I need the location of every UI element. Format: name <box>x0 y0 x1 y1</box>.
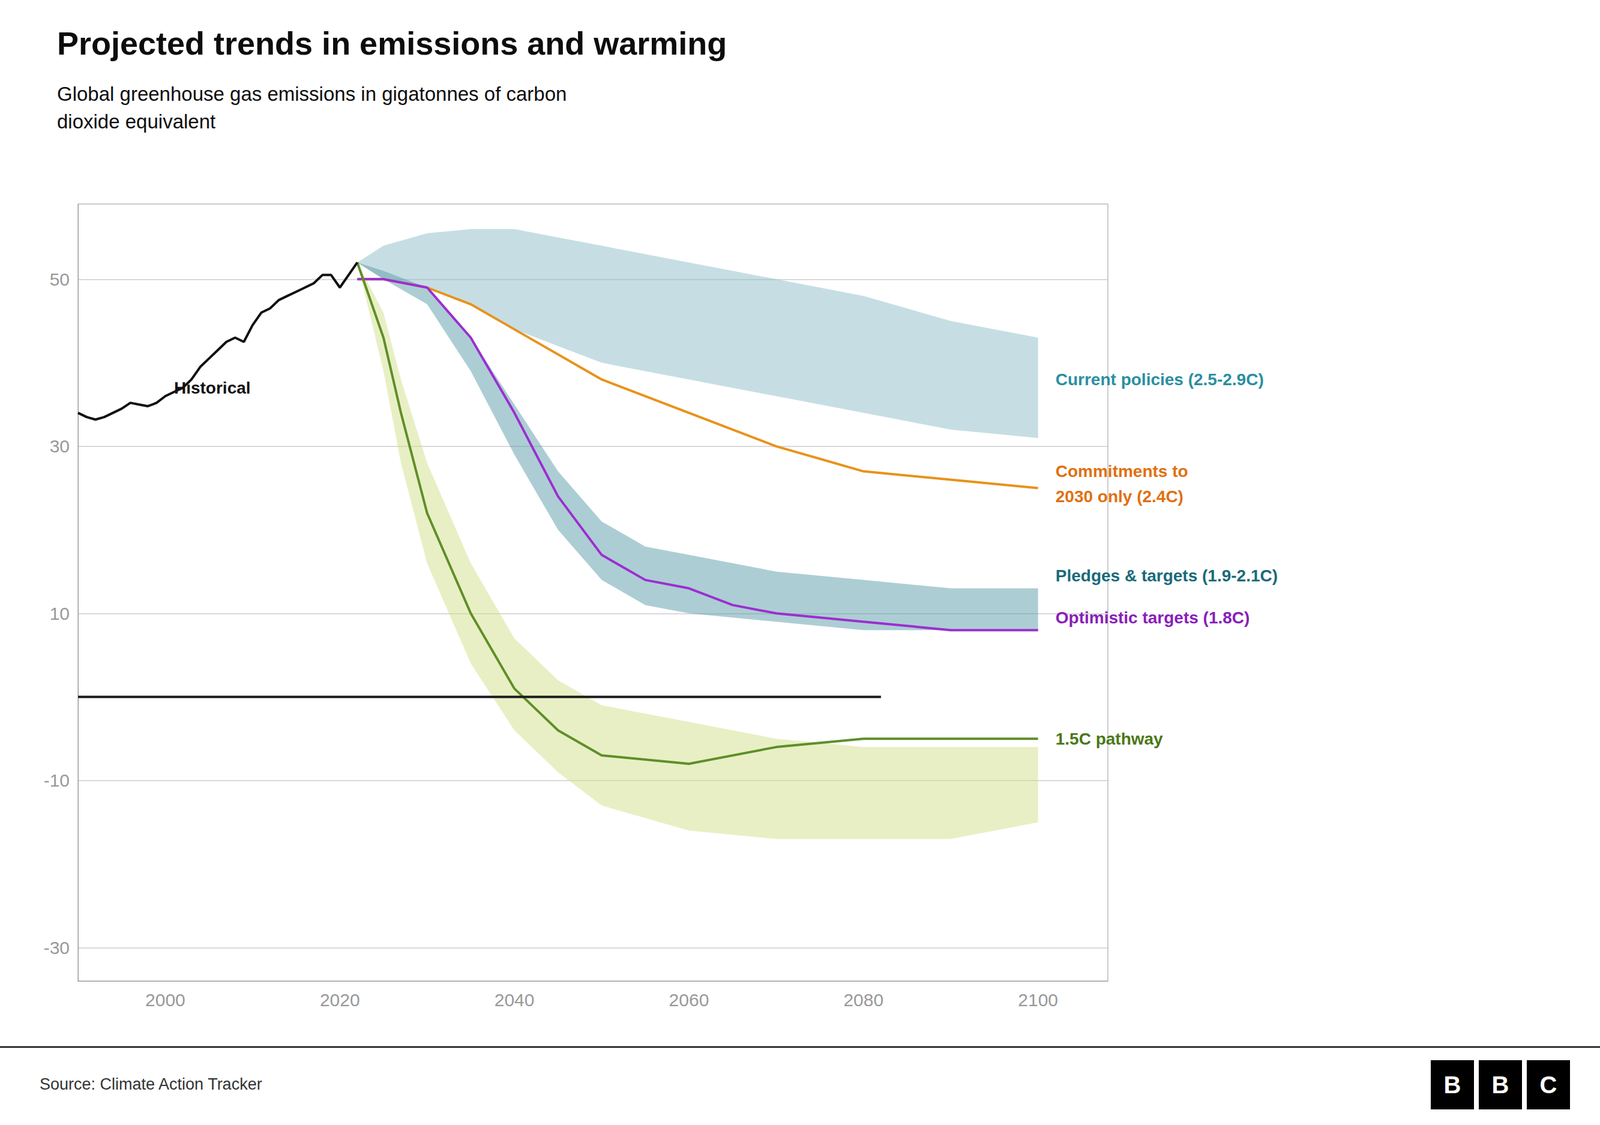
svg-text:10: 10 <box>49 603 70 624</box>
svg-text:2020: 2020 <box>319 990 361 1011</box>
svg-text:Historical: Historical <box>174 378 251 398</box>
svg-text:30: 30 <box>49 436 70 457</box>
svg-text:Current policies (2.5-2.9C): Current policies (2.5-2.9C) <box>1055 370 1264 389</box>
svg-text:-10: -10 <box>43 770 70 791</box>
svg-text:2000: 2000 <box>145 990 186 1011</box>
svg-text:-30: -30 <box>43 938 70 958</box>
svg-text:B: B <box>1491 1071 1510 1099</box>
svg-text:2060: 2060 <box>669 990 710 1011</box>
svg-text:2100: 2100 <box>1017 990 1059 1011</box>
svg-text:2040: 2040 <box>494 990 535 1011</box>
svg-text:50: 50 <box>49 269 70 290</box>
svg-text:Commitments to: Commitments to <box>1055 462 1189 481</box>
svg-text:Projected trends in emissions: Projected trends in emissions and warmin… <box>57 25 727 62</box>
svg-text:2030 only (2.4C): 2030 only (2.4C) <box>1055 487 1184 506</box>
svg-text:dioxide equivalent: dioxide equivalent <box>57 110 216 133</box>
svg-text:1.5C pathway: 1.5C pathway <box>1055 729 1164 749</box>
svg-text:Source: Climate Action Tracker: Source: Climate Action Tracker <box>39 1075 263 1094</box>
svg-text:B: B <box>1443 1071 1462 1099</box>
svg-text:Global greenhouse gas emission: Global greenhouse gas emissions in gigat… <box>57 82 567 106</box>
svg-text:2080: 2080 <box>843 990 884 1011</box>
svg-text:Pledges & targets (1.9-2.1C): Pledges & targets (1.9-2.1C) <box>1055 566 1278 586</box>
svg-text:Optimistic targets (1.8C): Optimistic targets (1.8C) <box>1055 608 1251 628</box>
svg-text:C: C <box>1539 1071 1558 1099</box>
